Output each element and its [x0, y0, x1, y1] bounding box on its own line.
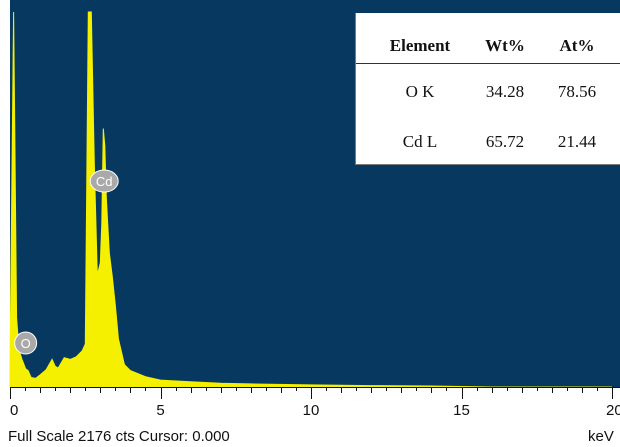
row-wt-percent: 65.72	[485, 132, 525, 151]
x-axis-unit-label: keV	[588, 428, 614, 445]
x-tick-label: 5	[156, 402, 164, 419]
peak-badge-circle	[14, 331, 38, 355]
peak-badge-label: Cd	[96, 174, 113, 189]
peak-label-cd: Cd	[89, 169, 119, 193]
table-row: Cd L 65.72 21.44	[356, 127, 620, 157]
row-at-percent: 21.44	[557, 132, 597, 151]
table-header-rule	[356, 63, 620, 64]
peak-badge-label: O	[21, 336, 31, 351]
x-tick-label: 15	[453, 402, 470, 419]
peak-badges: O Cd	[14, 169, 119, 355]
row-at-percent: 78.56	[557, 82, 597, 101]
row-wt-percent: 34.28	[485, 82, 525, 101]
header-at-percent: At%	[559, 36, 595, 55]
row-element: Cd L	[402, 132, 438, 151]
peak-badge-circle	[89, 169, 119, 193]
table-row: O K 34.28 78.56	[356, 77, 620, 107]
x-ticks: 0 5 10 15 20	[10, 387, 620, 419]
x-tick-label: 20	[606, 402, 620, 419]
spectrum-series	[9, 11, 612, 388]
x-tick-label: 0	[10, 402, 18, 419]
peak-label-o: O	[14, 331, 38, 355]
row-element: O K	[405, 82, 435, 101]
full-scale-cursor-readout: Full Scale 2176 cts Cursor: 0.000	[8, 428, 230, 445]
quantification-table: Element Wt% At% O K 34.28 78.56 Cd L 65.…	[355, 13, 620, 165]
header-element: Element	[389, 36, 451, 55]
x-tick-label: 10	[303, 402, 320, 419]
table-header-row: Element Wt% At%	[356, 31, 620, 61]
header-wt-percent: Wt%	[485, 36, 525, 55]
